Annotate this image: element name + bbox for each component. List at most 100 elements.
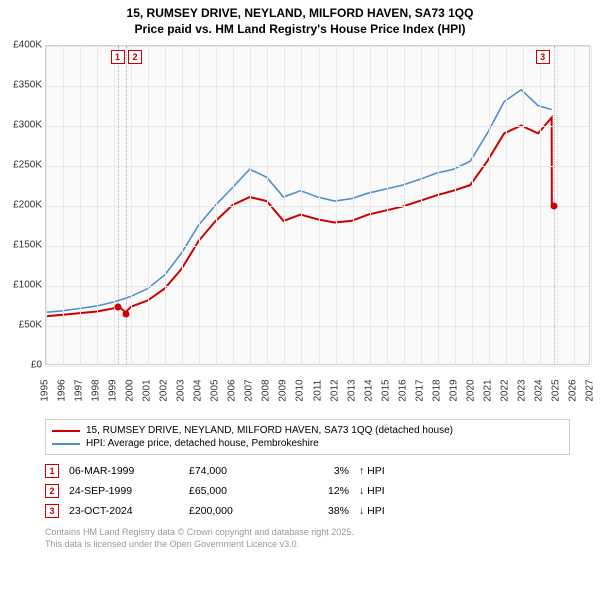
legend-swatch: [52, 443, 80, 445]
gridline-v: [421, 46, 422, 364]
tx-date: 24-SEP-1999: [69, 485, 179, 497]
title-line-2: Price paid vs. HM Land Registry's House …: [0, 22, 600, 38]
x-tick-label: 1999: [108, 376, 119, 406]
y-tick-label: £0: [0, 360, 42, 371]
attribution-line-1: Contains HM Land Registry data © Crown c…: [45, 527, 570, 539]
gridline-v: [523, 46, 524, 364]
gridline-h: [46, 286, 589, 287]
gridline-v: [472, 46, 473, 364]
plot-region: 123: [45, 45, 590, 365]
gridline-v: [182, 46, 183, 364]
gridline-h: [46, 126, 589, 127]
x-tick-label: 2005: [210, 376, 221, 406]
x-tick-label: 2011: [312, 376, 323, 406]
gridline-v: [489, 46, 490, 364]
gridline-v: [233, 46, 234, 364]
chart-title: 15, RUMSEY DRIVE, NEYLAND, MILFORD HAVEN…: [0, 0, 600, 37]
gridline-v: [319, 46, 320, 364]
gridline-v: [438, 46, 439, 364]
gridline-h: [46, 366, 589, 367]
gridline-v: [97, 46, 98, 364]
gridline-h: [46, 206, 589, 207]
tx-direction: ↓ HPI: [359, 485, 409, 497]
gridline-v: [216, 46, 217, 364]
marker-index-box: 1: [111, 50, 125, 64]
gridline-v: [46, 46, 47, 364]
gridline-v: [63, 46, 64, 364]
y-tick-label: £200K: [0, 200, 42, 211]
gridline-v: [336, 46, 337, 364]
x-tick-label: 2016: [397, 376, 408, 406]
x-tick-label: 2008: [261, 376, 272, 406]
x-tick-label: 2003: [176, 376, 187, 406]
x-tick-label: 1997: [74, 376, 85, 406]
gridline-h: [46, 86, 589, 87]
gridline-v: [591, 46, 592, 364]
x-tick-label: 2006: [227, 376, 238, 406]
legend: 15, RUMSEY DRIVE, NEYLAND, MILFORD HAVEN…: [45, 419, 570, 455]
y-tick-label: £400K: [0, 40, 42, 51]
tx-date: 06-MAR-1999: [69, 465, 179, 477]
tx-date: 23-OCT-2024: [69, 505, 179, 517]
y-tick-label: £250K: [0, 160, 42, 171]
gridline-v: [165, 46, 166, 364]
x-tick-label: 2024: [533, 376, 544, 406]
legend-label: 15, RUMSEY DRIVE, NEYLAND, MILFORD HAVEN…: [86, 425, 453, 436]
x-tick-label: 2001: [142, 376, 153, 406]
marker-dot: [550, 203, 557, 210]
transaction-table: 106-MAR-1999£74,0003%↑ HPI224-SEP-1999£6…: [45, 461, 570, 521]
tx-pct: 12%: [289, 485, 349, 497]
x-tick-label: 1998: [91, 376, 102, 406]
attribution: Contains HM Land Registry data © Crown c…: [45, 527, 570, 550]
tx-direction: ↑ HPI: [359, 465, 409, 477]
gridline-v: [131, 46, 132, 364]
tx-index-box: 1: [45, 464, 59, 478]
x-tick-label: 2027: [585, 376, 596, 406]
gridline-v: [455, 46, 456, 364]
tx-price: £74,000: [189, 465, 279, 477]
gridline-h: [46, 246, 589, 247]
tx-index-box: 3: [45, 504, 59, 518]
x-tick-label: 2007: [244, 376, 255, 406]
x-tick-label: 2025: [550, 376, 561, 406]
y-tick-label: £150K: [0, 240, 42, 251]
x-tick-label: 2010: [295, 376, 306, 406]
x-tick-label: 2023: [516, 376, 527, 406]
x-tick-label: 2002: [159, 376, 170, 406]
marker-guideline: [118, 46, 119, 364]
gridline-v: [404, 46, 405, 364]
x-tick-label: 2017: [414, 376, 425, 406]
x-tick-label: 2014: [363, 376, 374, 406]
tx-price: £200,000: [189, 505, 279, 517]
title-line-1: 15, RUMSEY DRIVE, NEYLAND, MILFORD HAVEN…: [0, 6, 600, 22]
tx-direction: ↓ HPI: [359, 505, 409, 517]
gridline-v: [506, 46, 507, 364]
tx-index-box: 2: [45, 484, 59, 498]
gridline-v: [267, 46, 268, 364]
x-tick-label: 1995: [40, 376, 51, 406]
gridline-v: [199, 46, 200, 364]
transaction-row: 323-OCT-2024£200,00038%↓ HPI: [45, 501, 570, 521]
x-tick-label: 2012: [329, 376, 340, 406]
gridline-v: [148, 46, 149, 364]
y-tick-label: £100K: [0, 280, 42, 291]
x-tick-label: 2013: [346, 376, 357, 406]
gridline-v: [540, 46, 541, 364]
legend-swatch: [52, 430, 80, 432]
x-tick-label: 2004: [193, 376, 204, 406]
x-tick-label: 2021: [482, 376, 493, 406]
marker-index-box: 3: [536, 50, 550, 64]
legend-row: HPI: Average price, detached house, Pemb…: [52, 437, 563, 450]
attribution-line-2: This data is licensed under the Open Gov…: [45, 539, 570, 551]
y-tick-label: £50K: [0, 320, 42, 331]
gridline-v: [574, 46, 575, 364]
gridline-h: [46, 166, 589, 167]
y-tick-label: £300K: [0, 120, 42, 131]
legend-label: HPI: Average price, detached house, Pemb…: [86, 438, 319, 449]
gridline-v: [370, 46, 371, 364]
gridline-v: [284, 46, 285, 364]
x-tick-label: 2018: [431, 376, 442, 406]
marker-dot: [114, 303, 121, 310]
tx-price: £65,000: [189, 485, 279, 497]
chart-area: 123 £0£50K£100K£150K£200K£250K£300K£350K…: [0, 37, 600, 417]
